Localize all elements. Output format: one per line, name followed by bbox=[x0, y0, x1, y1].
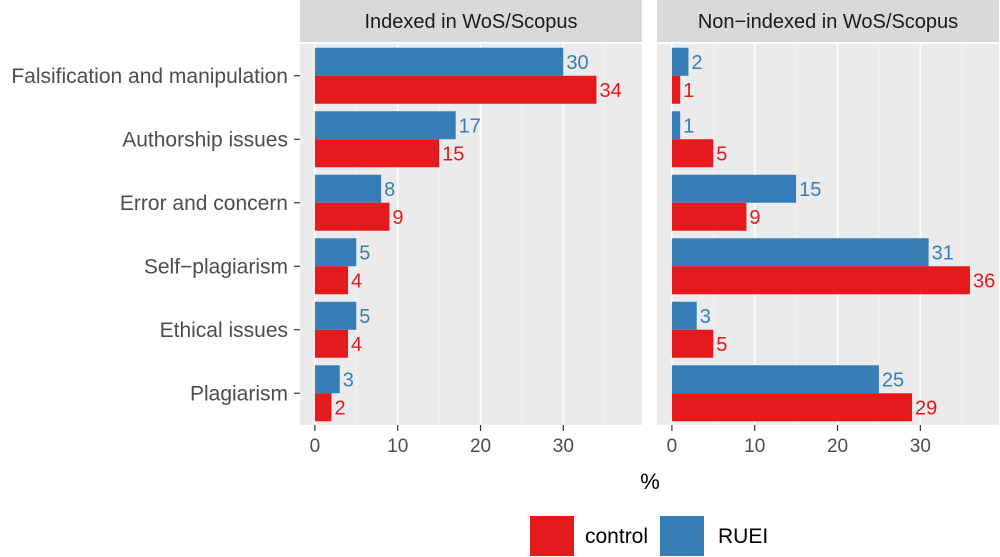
x-tick-label: 0 bbox=[310, 436, 321, 457]
x-tick-label: 10 bbox=[744, 436, 765, 457]
facet-strip-title: Indexed in WoS/Scopus bbox=[364, 11, 577, 33]
category-label: Plagiarism bbox=[190, 382, 288, 405]
bar-control bbox=[671, 139, 714, 168]
facet-strip-title: Non−indexed in WoS/Scopus bbox=[698, 11, 958, 33]
bar-control bbox=[314, 266, 349, 295]
data-label-control: 1 bbox=[683, 80, 694, 102]
bar-control bbox=[671, 266, 971, 295]
bar-control bbox=[314, 139, 440, 168]
data-label-ruei: 17 bbox=[459, 115, 481, 137]
data-label-control: 9 bbox=[392, 207, 403, 229]
bar-ruei bbox=[671, 47, 689, 76]
facet-strip bbox=[300, 0, 642, 42]
category-label: Self−plagiarism bbox=[144, 255, 288, 278]
data-label-control: 36 bbox=[973, 270, 995, 292]
legend-label-control: control bbox=[585, 525, 648, 548]
data-label-control: 4 bbox=[351, 334, 362, 356]
data-label-ruei: 3 bbox=[343, 369, 354, 391]
x-tick-label: 30 bbox=[910, 436, 931, 457]
panel-background bbox=[657, 44, 999, 425]
x-axis-title: % bbox=[640, 469, 660, 494]
bar-control bbox=[671, 75, 681, 104]
bar-control bbox=[314, 75, 597, 104]
bar-ruei bbox=[671, 301, 697, 330]
x-tick-label: 20 bbox=[827, 436, 848, 457]
legend-label-ruei: RUEI bbox=[718, 525, 768, 548]
bar-ruei bbox=[671, 238, 929, 267]
data-label-ruei: 8 bbox=[384, 179, 395, 201]
bar-control bbox=[671, 202, 747, 231]
data-label-control: 9 bbox=[749, 207, 760, 229]
data-label-control: 15 bbox=[442, 143, 464, 165]
data-label-ruei: 2 bbox=[691, 52, 702, 74]
bar-control bbox=[314, 202, 390, 231]
panel-background bbox=[300, 44, 642, 425]
data-label-ruei: 30 bbox=[566, 52, 588, 74]
legend-key-control bbox=[530, 516, 574, 556]
data-label-control: 34 bbox=[599, 80, 621, 102]
x-tick-label: 30 bbox=[553, 436, 574, 457]
bar-ruei bbox=[314, 174, 382, 203]
data-label-control: 5 bbox=[716, 143, 727, 165]
data-label-ruei: 5 bbox=[359, 306, 370, 328]
data-label-ruei: 31 bbox=[932, 242, 954, 264]
x-tick-label: 20 bbox=[470, 436, 491, 457]
data-label-ruei: 15 bbox=[799, 179, 821, 201]
bar-control bbox=[314, 393, 332, 422]
bar-ruei bbox=[671, 365, 879, 394]
bar-ruei bbox=[314, 238, 357, 267]
x-tick-label: 0 bbox=[667, 436, 678, 457]
legend-key-ruei bbox=[660, 516, 704, 556]
data-label-ruei: 25 bbox=[882, 369, 904, 391]
data-label-control: 5 bbox=[716, 334, 727, 356]
category-label: Falsification and manipulation bbox=[11, 65, 288, 88]
data-label-control: 4 bbox=[351, 270, 362, 292]
bar-ruei bbox=[314, 365, 340, 394]
category-label: Authorship issues bbox=[122, 128, 288, 151]
data-label-ruei: 5 bbox=[359, 242, 370, 264]
bar-ruei bbox=[314, 111, 456, 140]
data-label-ruei: 1 bbox=[683, 115, 694, 137]
facet-strip bbox=[657, 0, 999, 42]
bar-control bbox=[314, 329, 349, 358]
data-label-ruei: 3 bbox=[700, 306, 711, 328]
data-label-control: 29 bbox=[915, 397, 937, 419]
category-label: Ethical issues bbox=[160, 319, 288, 342]
bar-ruei bbox=[314, 301, 357, 330]
bar-ruei bbox=[314, 47, 564, 76]
data-label-control: 2 bbox=[334, 397, 345, 419]
bar-ruei bbox=[671, 111, 681, 140]
bar-control bbox=[671, 329, 714, 358]
bar-control bbox=[671, 393, 913, 422]
x-tick-label: 10 bbox=[387, 436, 408, 457]
bar-ruei bbox=[671, 174, 797, 203]
category-label: Error and concern bbox=[120, 192, 288, 215]
